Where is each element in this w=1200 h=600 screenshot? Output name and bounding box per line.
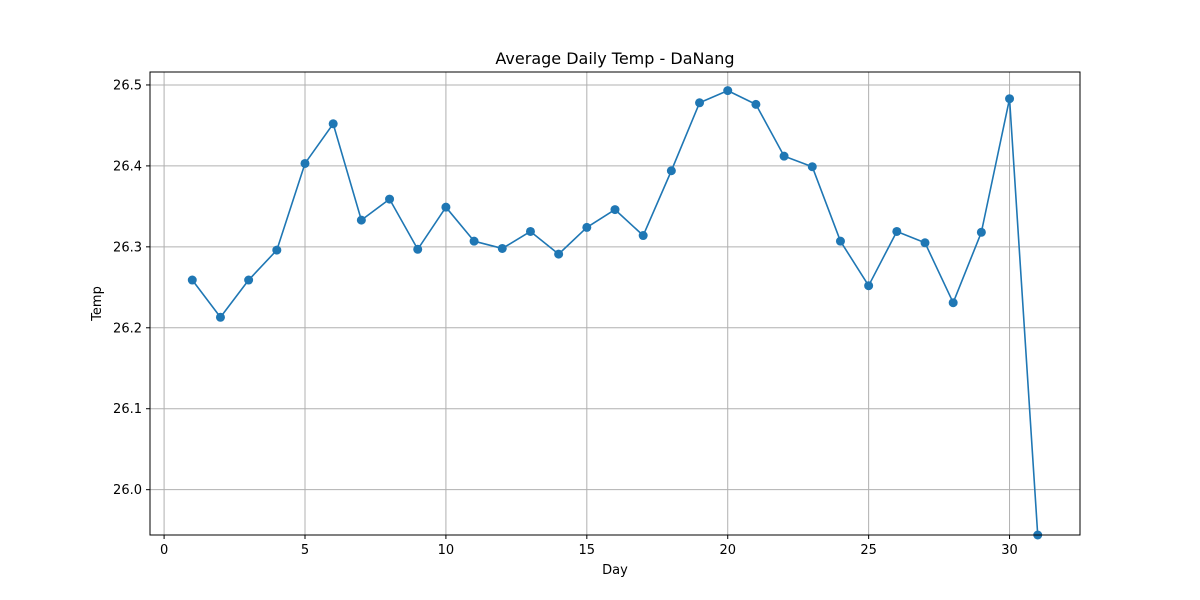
data-point [215, 312, 225, 322]
data-point [610, 205, 620, 215]
x-tick-label: 5 [301, 543, 309, 558]
data-point [272, 245, 282, 255]
data-point [892, 226, 902, 236]
data-point [864, 281, 874, 291]
data-point [187, 275, 197, 285]
y-tick-label: 26.2 [113, 321, 142, 336]
data-point [413, 244, 423, 254]
chart-title: Average Daily Temp - DaNang [495, 49, 734, 68]
data-point [666, 166, 676, 176]
data-point [695, 98, 705, 108]
x-tick-label: 10 [438, 543, 455, 558]
data-point [554, 249, 564, 259]
data-point [779, 151, 789, 161]
y-axis-label: Temp [90, 286, 105, 322]
x-tick-label: 30 [1001, 543, 1018, 558]
data-point [356, 215, 366, 225]
y-tick-label: 26.0 [113, 483, 142, 498]
data-point [723, 86, 733, 96]
x-tick-label: 0 [160, 543, 168, 558]
data-point [807, 162, 817, 172]
data-point [582, 222, 592, 232]
axis-ticks: 0 5 10 15 20 25 30 26.0 26.1 26.2 26.3 26.4 26.5 [113, 78, 1018, 558]
data-point [328, 119, 338, 129]
data-point [638, 231, 648, 241]
x-tick-label: 25 [860, 543, 877, 558]
data-point [920, 238, 930, 248]
data-point [1005, 94, 1015, 104]
y-tick-label: 26.3 [113, 240, 142, 255]
y-tick-label: 26.1 [113, 402, 142, 417]
y-tick-label: 26.4 [113, 159, 142, 174]
x-tick-label: 20 [719, 543, 736, 558]
data-point [244, 275, 254, 285]
data-point [976, 227, 986, 237]
series-temp [187, 86, 1043, 540]
plot-area-frame [149, 71, 1081, 536]
data-point [300, 158, 310, 168]
data-point [525, 226, 535, 236]
x-axis-label: Day [602, 563, 628, 578]
data-point [469, 236, 479, 246]
data-point [441, 202, 451, 212]
data-point [751, 99, 761, 109]
data-point [497, 243, 507, 253]
x-tick-label: 15 [579, 543, 596, 558]
y-tick-label: 26.5 [113, 78, 142, 93]
data-point [835, 236, 845, 246]
data-point [385, 194, 395, 204]
data-point [948, 298, 958, 308]
